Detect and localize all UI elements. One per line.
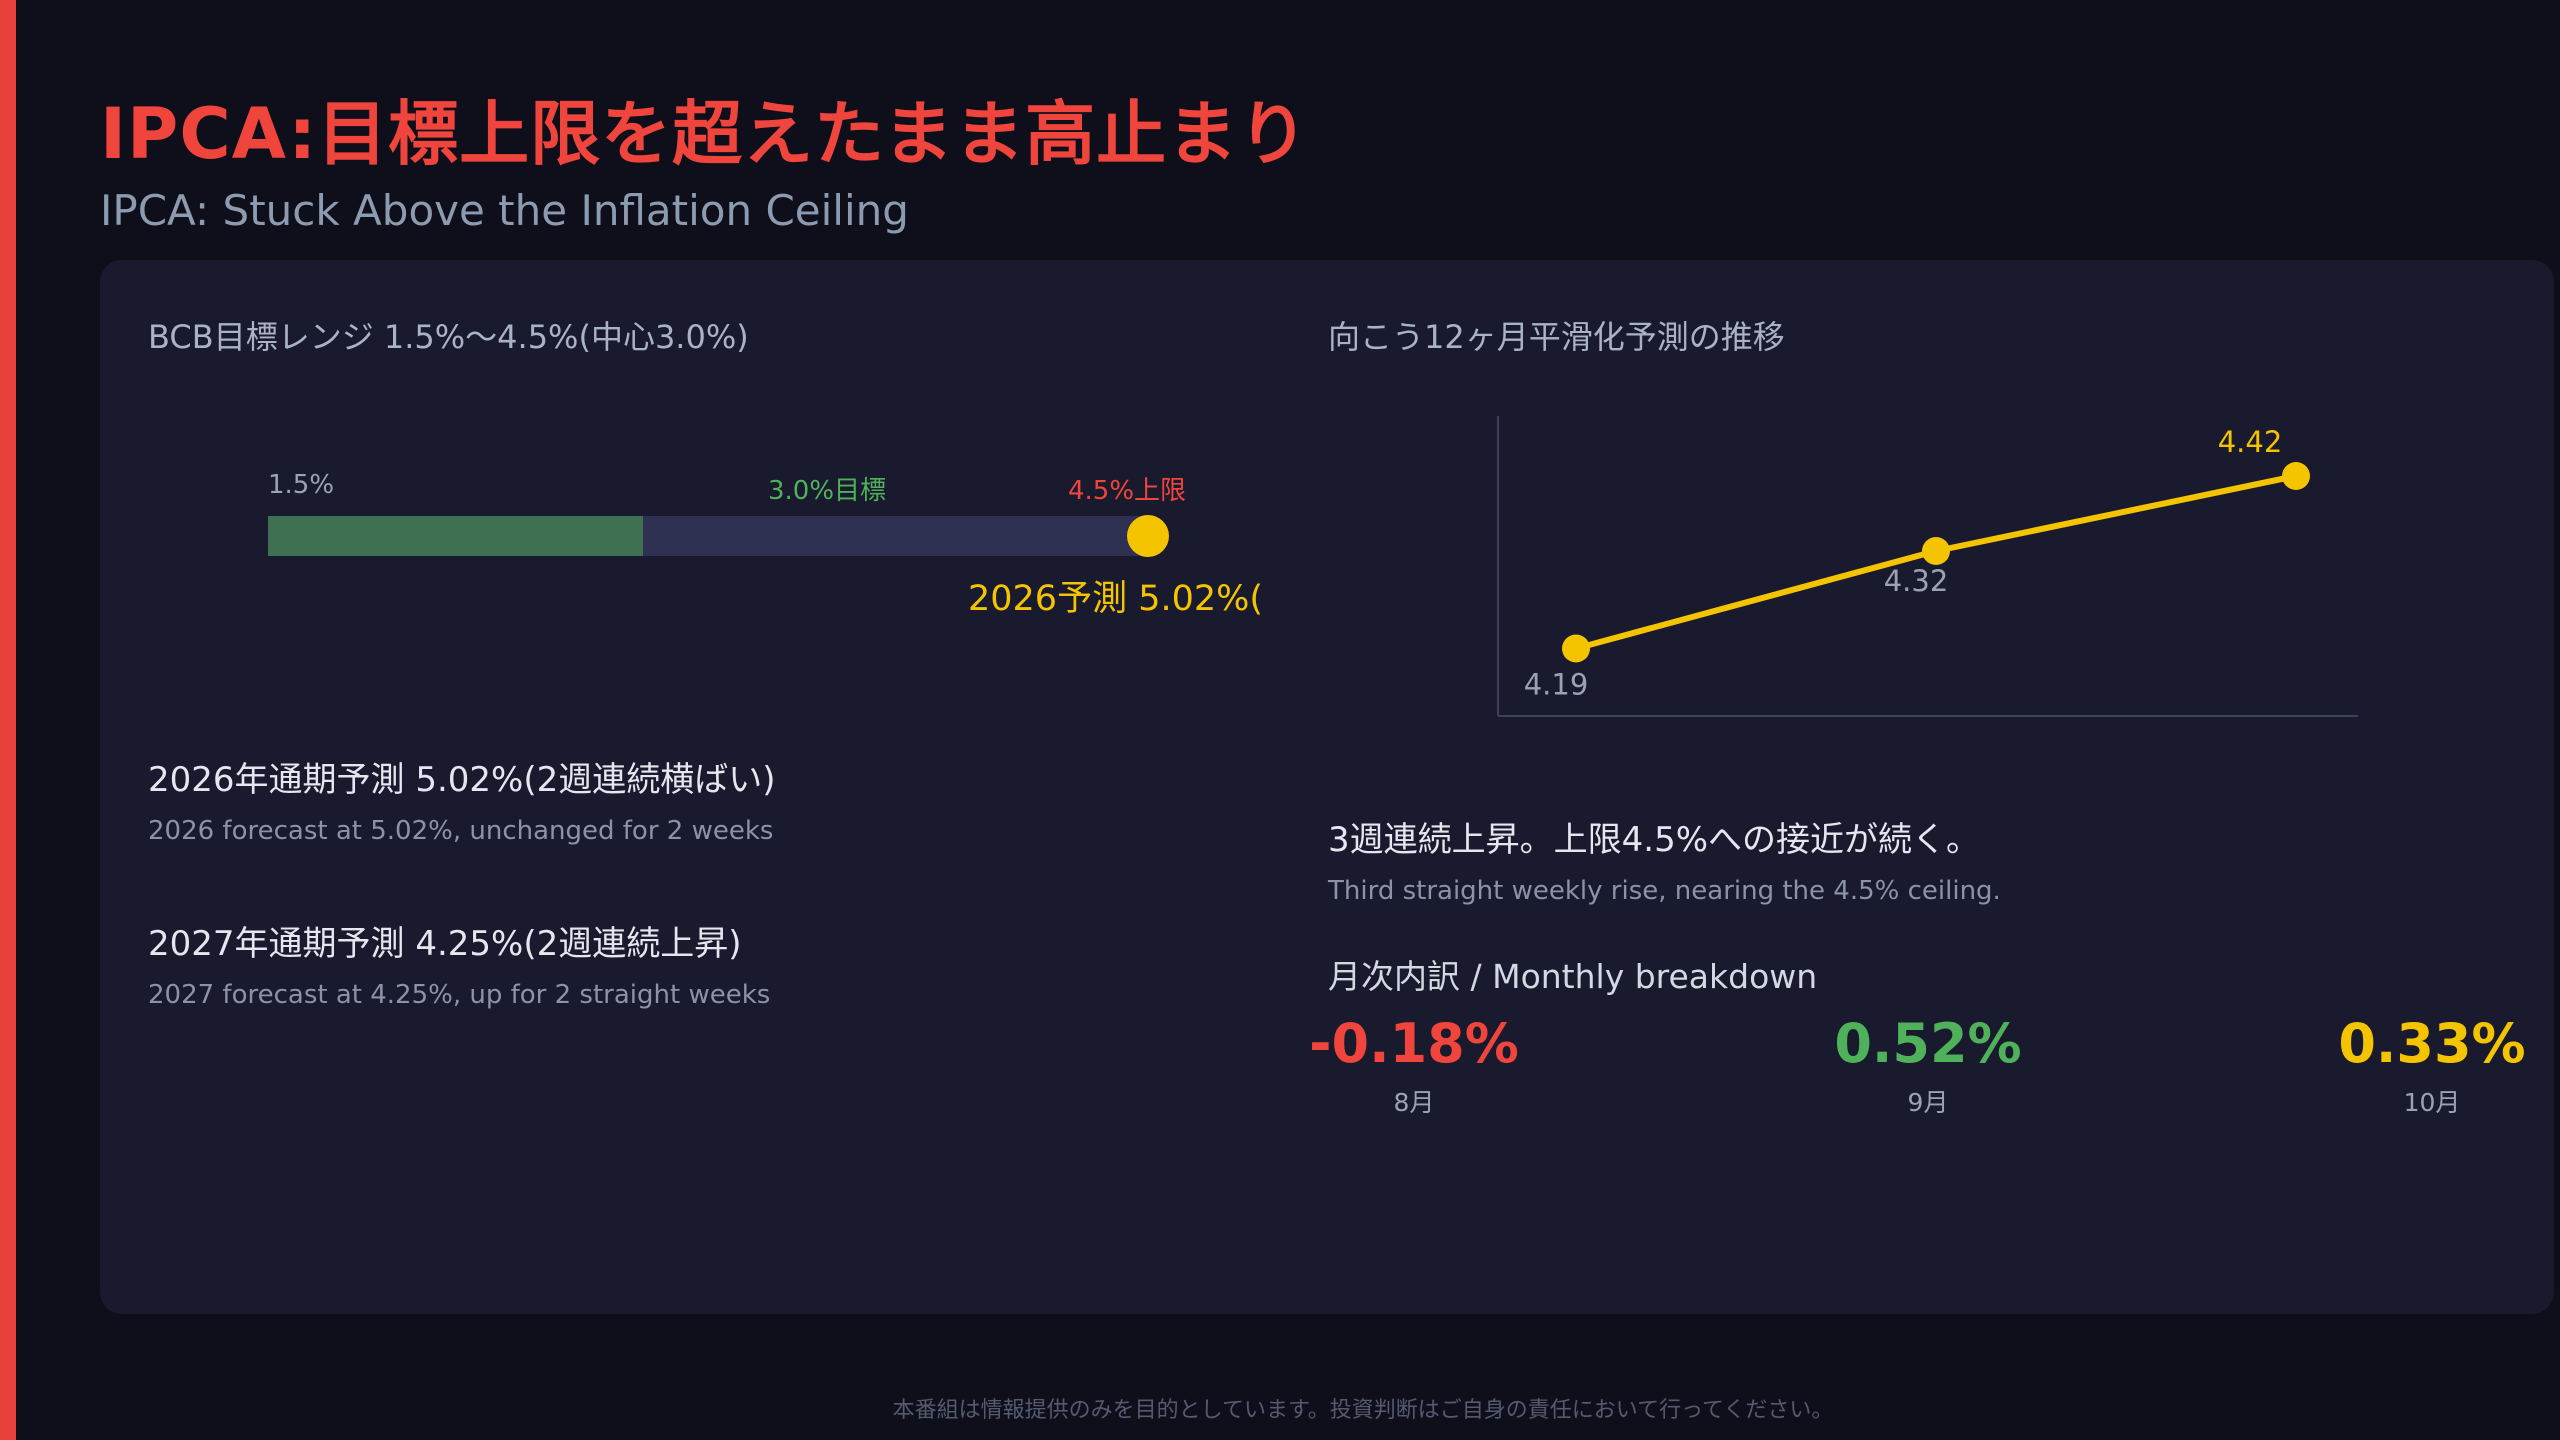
trend-point — [1922, 537, 1950, 565]
month-october: 0.33% 10月 — [2312, 1012, 2552, 1119]
disclaimer: 本番組は情報提供のみを目的としています。投資判断はご自身の責任において行ってくだ… — [892, 1398, 1834, 1423]
trend-point — [2282, 462, 2310, 490]
forecast-2027-title: 2027年通期予測 4.25%(2週連続上昇) — [148, 924, 742, 964]
forecast-2026-title: 2026年通期予測 5.02%(2週連続横ばい) — [148, 760, 776, 800]
monthly-heading: 月次内訳 / Monthly breakdown — [1328, 957, 1818, 996]
month-september-label: 9月 — [1907, 1088, 1949, 1117]
trend-heading: 向こう12ヶ月平滑化予測の推移 — [1328, 318, 1785, 356]
trend-note-title: 3週連続上昇。上限4.5%への接近が続く。 — [1328, 820, 1981, 860]
month-september: 0.52% 9月 — [1808, 1012, 2048, 1119]
range-tick-target: 3.0%目標 — [768, 476, 887, 506]
forecast-2026-subtitle: 2026 forecast at 5.02%, unchanged for 2 … — [148, 816, 774, 846]
month-august-label: 8月 — [1393, 1088, 1435, 1117]
content-card — [100, 260, 2554, 1314]
trend-point-label: 4.32 — [1884, 564, 1949, 598]
month-september-value: 0.52% — [1834, 1012, 2022, 1075]
trend-note-subtitle: Third straight weekly rise, nearing the … — [1328, 876, 2001, 906]
range-tick-min: 1.5% — [268, 470, 335, 500]
range-fill-to-target — [268, 516, 643, 556]
forecast-marker — [1127, 515, 1169, 557]
trend-point-label: 4.19 — [1524, 668, 1589, 702]
range-tick-ceiling: 4.5%上限 — [1068, 476, 1187, 506]
forecast-2027-subtitle: 2027 forecast at 4.25%, up for 2 straigh… — [148, 980, 771, 1010]
trend-points: 4.19 4.32 4.42 — [1524, 425, 2310, 702]
range-heading: BCB目標レンジ 1.5%〜4.5%(中心3.0%) — [148, 318, 749, 356]
trend-point — [1562, 634, 1590, 663]
slide-subtitle: IPCA: Stuck Above the Inflation Ceiling — [100, 186, 909, 235]
forecast-marker-label: 2026予測 5.02%(レンジ上限超え) — [968, 579, 1270, 619]
trend-point-label: 4.42 — [2218, 425, 2283, 459]
slide-title: IPCA:目標上限を超えたまま高止まり — [100, 93, 1310, 175]
month-october-value: 0.33% — [2338, 1012, 2526, 1075]
month-august: -0.18% 8月 — [1294, 1012, 1534, 1119]
month-august-value: -0.18% — [1309, 1012, 1519, 1075]
accent-bar — [0, 0, 16, 1440]
month-october-label: 10月 — [2403, 1088, 2461, 1117]
